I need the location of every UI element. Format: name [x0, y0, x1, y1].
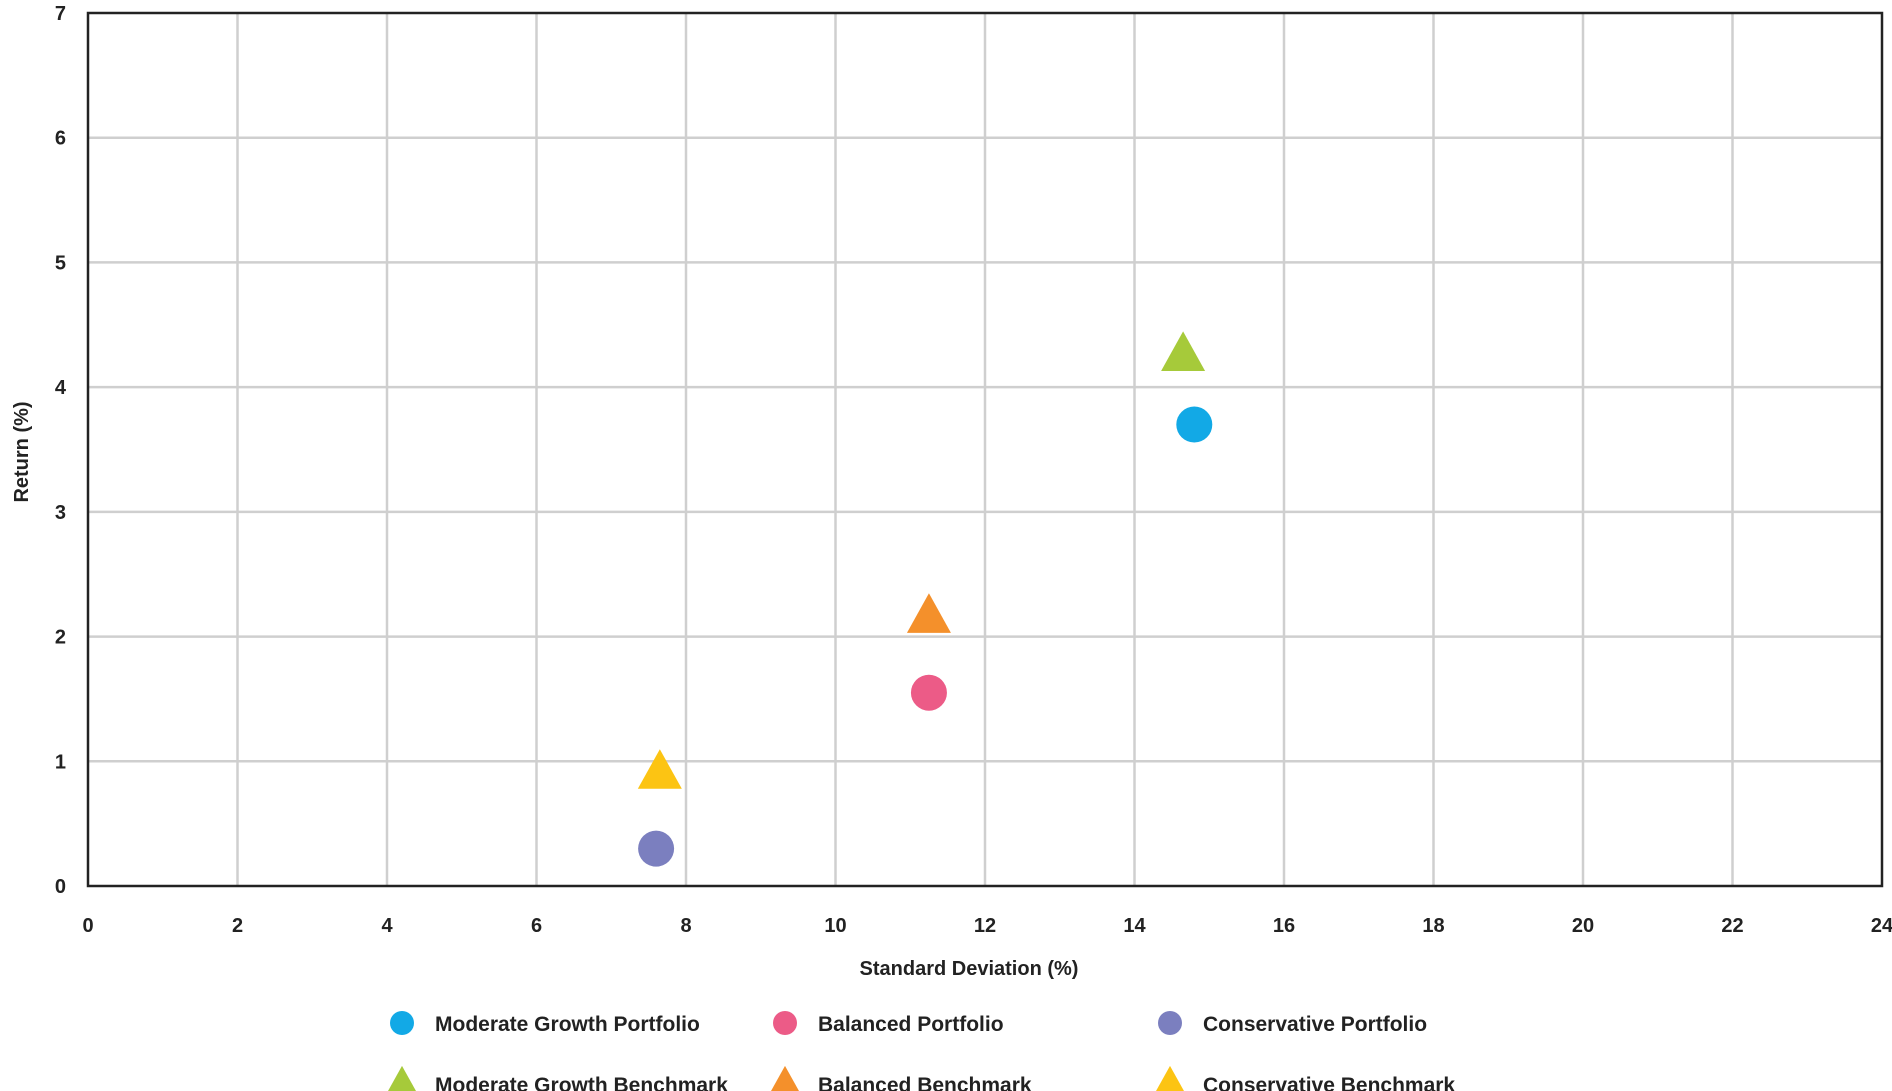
- data-points: [637, 331, 1213, 867]
- x-tick-label: 8: [680, 915, 691, 937]
- x-tick-label: 22: [1721, 915, 1743, 937]
- x-tick-label: 12: [974, 915, 996, 937]
- x-tick-label: 0: [82, 915, 93, 937]
- y-tick-label: 5: [55, 252, 66, 274]
- balanced-portfolio-point: [910, 674, 947, 711]
- y-tick-label: 1: [55, 751, 66, 773]
- moderate-growth-portfolio-legend-marker: [390, 1011, 414, 1035]
- x-tick-label: 4: [381, 915, 393, 937]
- y-tick-label: 2: [55, 627, 66, 649]
- conservative-portfolio-point: [638, 830, 675, 867]
- y-tick-label: 6: [55, 128, 66, 150]
- balanced-benchmark-legend-label: Balanced Benchmark: [818, 1074, 1032, 1091]
- x-tick-label: 24: [1871, 915, 1892, 937]
- balanced-benchmark-legend-marker: [771, 1065, 799, 1091]
- legend: Moderate Growth Portfolio Balanced Portfo…: [388, 1011, 1455, 1091]
- conservative-benchmark-legend-marker: [1156, 1065, 1184, 1091]
- y-tick-label: 0: [55, 876, 66, 898]
- conservative-benchmark-legend-label: Conservative Benchmark: [1203, 1074, 1455, 1091]
- y-tick-label: 4: [55, 377, 67, 399]
- moderate-growth-benchmark-legend-label: Moderate Growth Benchmark: [435, 1074, 728, 1091]
- x-tick-label: 6: [531, 915, 542, 937]
- conservative-portfolio-legend-marker: [1158, 1011, 1182, 1035]
- moderate-growth-benchmark-legend-marker: [388, 1065, 416, 1091]
- balanced-portfolio-legend-label: Balanced Portfolio: [818, 1013, 1004, 1036]
- x-tick-label: 20: [1572, 915, 1594, 937]
- conservative-benchmark-point: [637, 749, 682, 789]
- balanced-portfolio-legend-marker: [773, 1011, 797, 1035]
- y-axis-title: Return (%): [11, 401, 33, 502]
- moderate-growth-portfolio-legend-label: Moderate Growth Portfolio: [435, 1013, 700, 1036]
- moderate-growth-benchmark-point: [1161, 331, 1206, 372]
- x-tick-label: 2: [232, 915, 243, 937]
- y-tick-label: 7: [55, 3, 66, 25]
- plot-frame: [86, 11, 1884, 888]
- grid: [88, 13, 1882, 886]
- x-tick-label: 14: [1123, 915, 1146, 937]
- x-axis-title: Standard Deviation (%): [860, 958, 1079, 980]
- balanced-benchmark-point: [906, 593, 951, 633]
- x-tick-label: 18: [1422, 915, 1444, 937]
- x-tick-label: 16: [1273, 915, 1295, 937]
- y-tick-label: 3: [55, 502, 66, 524]
- x-tick-label: 10: [824, 915, 846, 937]
- conservative-portfolio-legend-label: Conservative Portfolio: [1203, 1013, 1427, 1036]
- moderate-growth-portfolio-point: [1176, 406, 1213, 443]
